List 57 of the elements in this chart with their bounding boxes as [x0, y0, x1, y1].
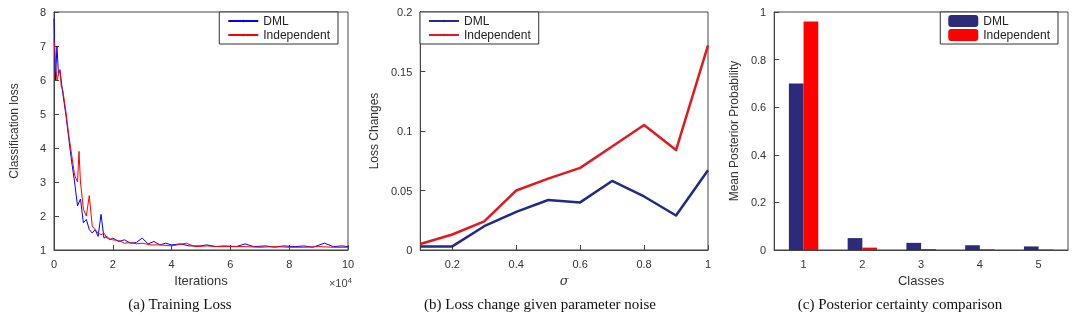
y-tick-label: 3 [39, 176, 46, 188]
bar [906, 242, 922, 250]
y-tick-label: 1 [760, 6, 767, 18]
y-tick-label: 2 [39, 210, 46, 222]
x-tick-label: 5 [1035, 257, 1042, 270]
x-axis-title: Classes [897, 272, 945, 288]
y-axis-title: Mean Posterior Probability [727, 60, 741, 202]
y-tick-label: 5 [39, 108, 46, 120]
bar [788, 83, 804, 250]
x-tick-label: 10 [341, 257, 355, 270]
y-tick-label: 0.15 [390, 65, 413, 78]
y-tick-label: 0.8 [750, 53, 767, 66]
legend-label: DML [983, 14, 1009, 28]
y-tick-label: 0 [406, 244, 413, 256]
bar [1023, 246, 1039, 250]
x-tick-label: 8 [286, 257, 293, 270]
x-tick-label: 0.4 [508, 257, 524, 270]
x-tick-label: 0 [50, 257, 58, 270]
y-tick-label: 6 [39, 74, 46, 86]
y-tick-label: 8 [39, 6, 46, 18]
x-tick-label: 4 [976, 257, 983, 270]
text: (c) Posterior certainty comparison [797, 295, 1003, 313]
x-tick-label: 0.2 [444, 257, 460, 270]
y-tick-label: 0.1 [397, 125, 413, 137]
text: (a) Training Loss [128, 295, 232, 313]
y-tick-label: 0.4 [750, 148, 767, 161]
x-tick-label: 3 [918, 257, 925, 270]
y-tick-label: 0.2 [397, 6, 413, 18]
legend-label: DML [263, 14, 289, 28]
y-tick-label: 0.05 [390, 184, 413, 197]
legend-label: Independent [983, 28, 1051, 42]
x-tick-label: 0.8 [636, 257, 652, 270]
text: (b) Loss change given parameter noise [424, 295, 657, 313]
x-axis-title: σ [559, 272, 570, 288]
bar [803, 21, 819, 250]
y-axis-title: Classification loss [7, 83, 21, 179]
x-tick-label: 1 [800, 257, 807, 270]
x-tick-label: 2 [859, 257, 866, 270]
y-axis-title: Loss Changes [367, 92, 381, 170]
x-tick-label: 2 [109, 257, 116, 270]
x-tick-label: 4 [168, 257, 175, 270]
x-tick-label: 1 [704, 257, 712, 270]
legend-label: Independent [464, 28, 532, 42]
line-series [419, 44, 710, 246]
y-tick-label: 0.2 [750, 196, 767, 209]
bar [847, 238, 863, 250]
bar [965, 245, 980, 250]
y-tick-label: 0.6 [750, 101, 767, 114]
x-tick-label: 0.6 [572, 257, 588, 270]
legend-label: Independent [263, 28, 331, 42]
y-tick-label: 4 [39, 142, 46, 154]
y-tick-label: 1 [39, 244, 46, 256]
y-tick-label: 7 [39, 40, 46, 52]
y-tick-label: 0 [760, 244, 767, 256]
x-axis-title: Iterations [174, 272, 229, 288]
legend-label: DML [464, 14, 490, 28]
x-tick-label: 6 [227, 257, 234, 270]
